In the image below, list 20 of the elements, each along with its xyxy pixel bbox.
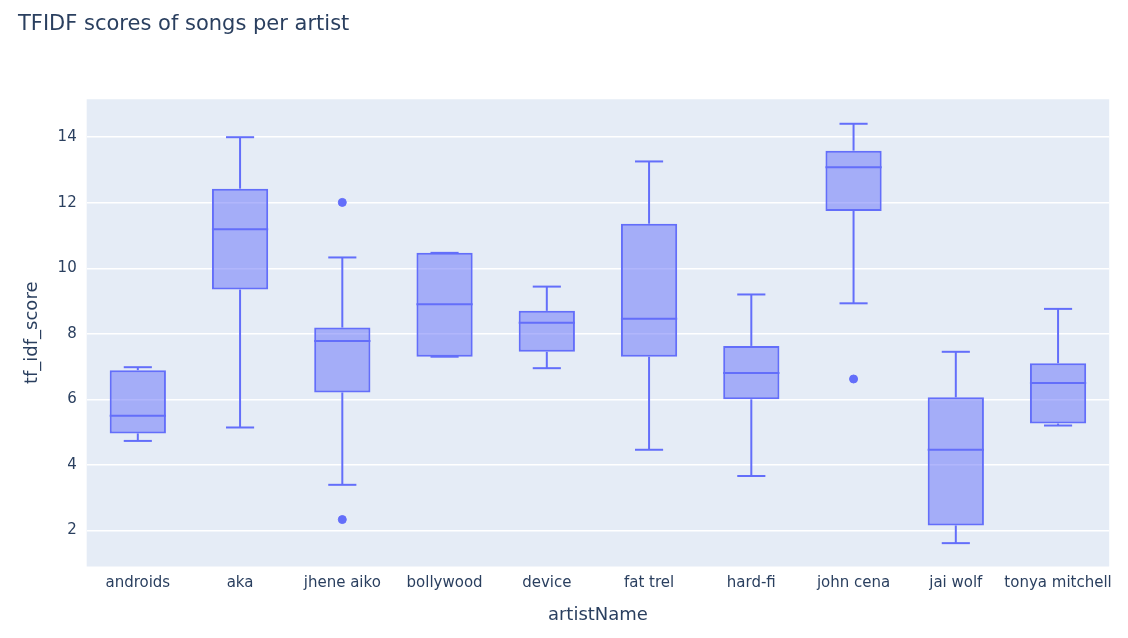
- x-tick-label: john cena: [815, 573, 891, 592]
- y-tick-label: 12: [57, 192, 77, 211]
- y-tick-label: 10: [57, 258, 77, 277]
- y-tick-label: 8: [67, 323, 77, 342]
- chart-title: TFIDF scores of songs per artist: [17, 11, 350, 36]
- x-tick-label: fat trel: [623, 573, 675, 592]
- x-tick-label: device: [522, 573, 572, 592]
- x-tick-label: tonya mitchell: [1004, 573, 1112, 592]
- x-axis-title: artistName: [547, 602, 648, 624]
- y-tick-label: 2: [67, 520, 77, 539]
- y-axis-title: tf_idf_score: [20, 281, 43, 385]
- x-tick-label: aka: [226, 573, 254, 592]
- x-tick-label: androids: [105, 573, 171, 592]
- x-tick-label: bollywood: [406, 573, 483, 592]
- x-tick-label: hard-fi: [726, 573, 776, 592]
- x-tick-label: jhene aiko: [302, 573, 381, 592]
- y-tick-label: 14: [57, 127, 77, 146]
- x-tick-label: jai wolf: [928, 573, 984, 592]
- y-tick-label: 4: [67, 454, 77, 473]
- y-tick-label: 6: [67, 389, 77, 408]
